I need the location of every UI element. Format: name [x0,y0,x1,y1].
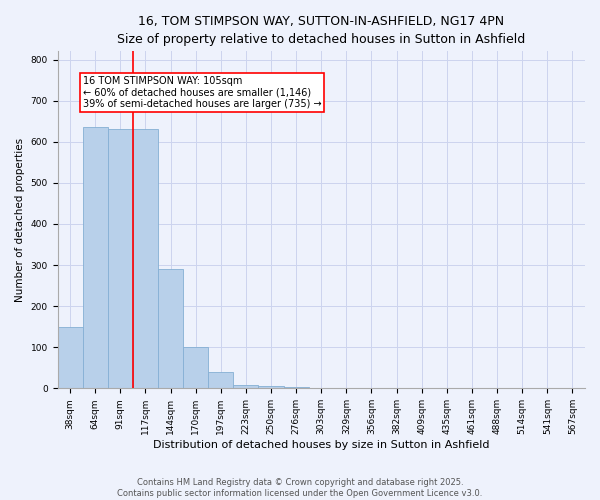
Bar [208,372,233,388]
Text: 16 TOM STIMPSON WAY: 105sqm
← 60% of detached houses are smaller (1,146)
39% of : 16 TOM STIMPSON WAY: 105sqm ← 60% of det… [83,76,321,109]
Y-axis label: Number of detached properties: Number of detached properties [15,138,25,302]
Bar [133,130,158,388]
X-axis label: Distribution of detached houses by size in Sutton in Ashfield: Distribution of detached houses by size … [153,440,490,450]
Title: 16, TOM STIMPSON WAY, SUTTON-IN-ASHFIELD, NG17 4PN
Size of property relative to : 16, TOM STIMPSON WAY, SUTTON-IN-ASHFIELD… [117,15,526,46]
Bar [108,130,133,388]
Bar [259,386,284,388]
Bar [284,387,309,388]
Bar [83,128,108,388]
Bar [158,269,183,388]
Text: Contains HM Land Registry data © Crown copyright and database right 2025.
Contai: Contains HM Land Registry data © Crown c… [118,478,482,498]
Bar [233,385,259,388]
Bar [58,326,83,388]
Bar [183,347,208,389]
